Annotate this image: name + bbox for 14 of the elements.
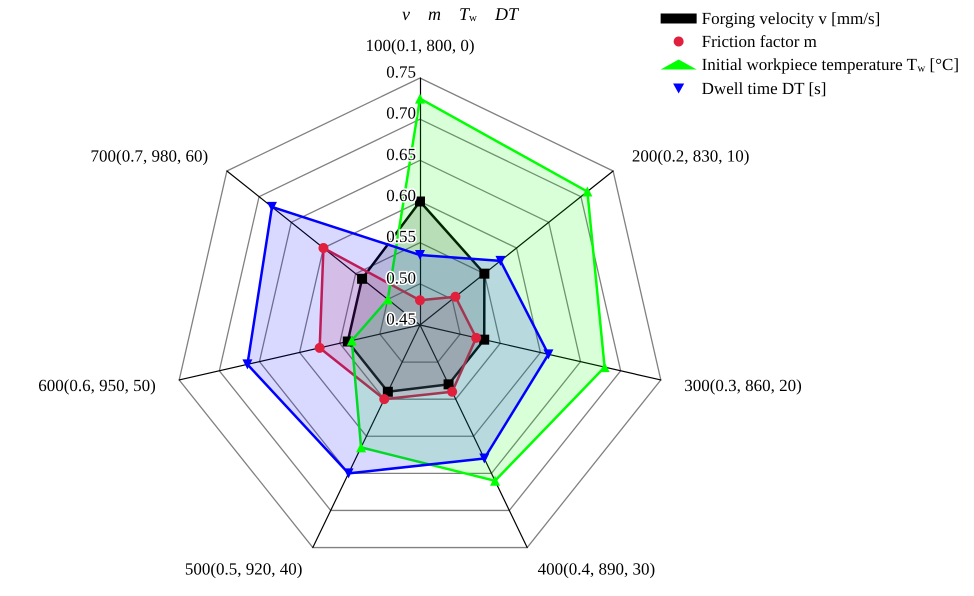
text: v m Tw DT — [402, 4, 518, 24]
legend-label: Friction factor m — [702, 32, 817, 51]
spoke-label: 300(0.3, 860, 20) — [684, 376, 802, 395]
y-tick-label: 0.75 — [386, 62, 416, 82]
spoke-label: 100(0.1, 800, 0) — [365, 36, 475, 55]
y-tick-label: 0.70 — [386, 104, 416, 123]
y-tick-label: 0.45 — [386, 310, 416, 328]
spoke-label: 200(0.2, 830, 10) — [632, 146, 750, 166]
spoke-label: 400(0.4, 890, 30) — [538, 560, 656, 579]
legend-label: Forging velocity v [mm/s] — [702, 9, 880, 28]
spoke-label: 700(0.7, 980, 60) — [90, 146, 208, 166]
legend-label: Dwell time DT [s] — [702, 79, 826, 98]
spoke-label: 600(0.6, 950, 50) — [38, 376, 156, 395]
spoke-label: 500(0.5, 920, 40) — [184, 560, 302, 579]
